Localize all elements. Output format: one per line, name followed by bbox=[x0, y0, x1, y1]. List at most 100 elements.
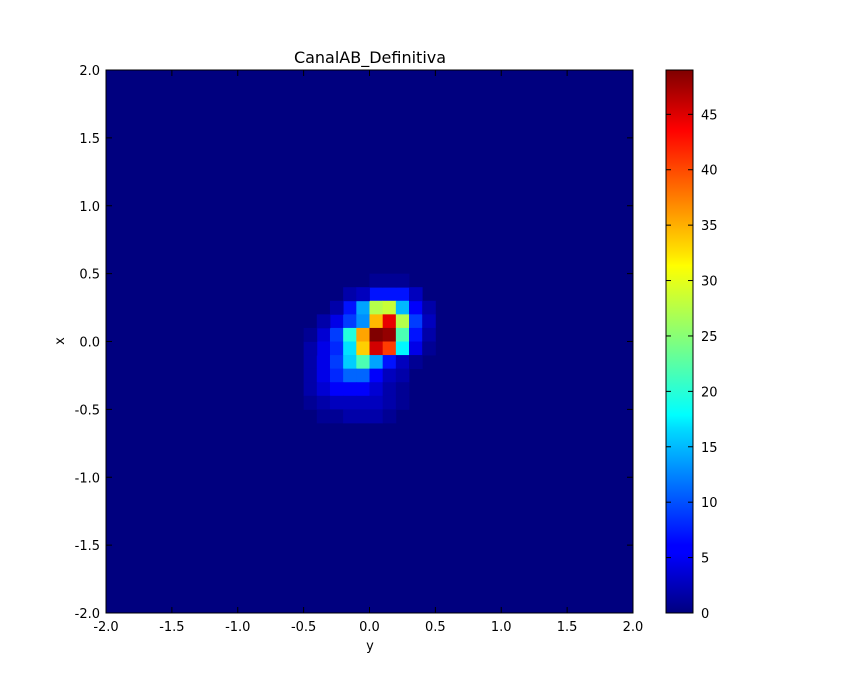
y-tick-label: 1.5 bbox=[79, 132, 100, 147]
colorbar-tick-label: 10 bbox=[701, 496, 718, 511]
x-axis-label: y bbox=[366, 639, 374, 654]
heatmap-cell bbox=[356, 287, 370, 302]
heatmap-cell bbox=[409, 287, 423, 302]
heatmap-cell bbox=[382, 409, 397, 424]
heatmap-cell bbox=[316, 409, 331, 424]
heatmap-cell bbox=[329, 355, 344, 370]
colorbar-ticks: 0 5 10 15 20 25 30 35 40 45 bbox=[666, 108, 718, 622]
heatmap-cell bbox=[356, 355, 370, 370]
heatmap-cell bbox=[316, 327, 331, 342]
heatmap-cell bbox=[343, 355, 357, 370]
heatmap-cell bbox=[343, 314, 357, 329]
x-tick-label: 1.0 bbox=[491, 620, 512, 635]
colorbar-tick-label: 15 bbox=[701, 441, 718, 456]
heatmap-cell bbox=[356, 382, 370, 397]
heatmap-cell bbox=[395, 355, 410, 370]
heatmap-cell bbox=[395, 287, 410, 302]
heatmap-cell bbox=[382, 382, 397, 397]
heatmap-cell bbox=[422, 341, 436, 356]
heatmap-cell bbox=[343, 409, 357, 424]
x-tick-label: 0.0 bbox=[359, 620, 380, 635]
colorbar-tick-label: 25 bbox=[701, 330, 718, 345]
x-tick-label: -2.0 bbox=[93, 620, 118, 635]
heatmap-cell bbox=[356, 395, 370, 410]
heatmap-cell bbox=[382, 355, 397, 370]
colorbar-tick-label: 40 bbox=[701, 164, 718, 179]
heatmap-cell bbox=[369, 409, 384, 424]
heatmap-cell bbox=[382, 300, 397, 315]
heatmap-cell bbox=[316, 395, 331, 410]
y-axis-ticks: -2.0 -1.5 -1.0 -0.5 0.0 0.5 1.0 1.5 2.0 bbox=[75, 64, 633, 622]
heatmap-cell bbox=[343, 287, 357, 302]
colorbar-tick-label: 5 bbox=[701, 552, 709, 567]
x-tick-label: -0.5 bbox=[291, 620, 316, 635]
y-tick-label: 0.0 bbox=[79, 336, 100, 351]
x-tick-label: -1.5 bbox=[159, 620, 184, 635]
heatmap-cell bbox=[316, 368, 331, 383]
y-tick-label: -1.0 bbox=[75, 471, 100, 486]
colorbar-tick-label: 30 bbox=[701, 275, 718, 290]
heatmap-cell bbox=[409, 300, 423, 315]
heatmap-cell bbox=[369, 355, 384, 370]
heatmap-cell bbox=[356, 300, 370, 315]
colorbar-tick-label: 0 bbox=[701, 607, 709, 622]
heatmap-cell bbox=[369, 382, 384, 397]
heatmap-cell bbox=[382, 273, 397, 288]
y-tick-label: -1.5 bbox=[75, 539, 100, 554]
x-tick-label: 1.5 bbox=[557, 620, 578, 635]
heatmap-cell bbox=[329, 327, 344, 342]
y-tick-label: 2.0 bbox=[79, 64, 100, 79]
heatmap-cell bbox=[395, 395, 410, 410]
heatmap-cell bbox=[343, 341, 357, 356]
heatmap-cell bbox=[395, 314, 410, 329]
x-tick-label: 2.0 bbox=[623, 620, 644, 635]
colorbar-gradient bbox=[665, 69, 694, 614]
colorbar-tick-label: 35 bbox=[701, 219, 718, 234]
heatmap-cell bbox=[369, 300, 384, 315]
heatmap-cell bbox=[369, 341, 384, 356]
heatmap-cell bbox=[409, 327, 423, 342]
heatmap-cell bbox=[343, 395, 357, 410]
heatmap-cell bbox=[356, 368, 370, 383]
heatmap-cell bbox=[343, 382, 357, 397]
heatmap-cell bbox=[356, 341, 370, 356]
heatmap-cell bbox=[395, 368, 410, 383]
heatmap-cell bbox=[329, 395, 344, 410]
heatmap-cell bbox=[382, 314, 397, 329]
plot-area: -2.0 -1.5 -1.0 -0.5 0.0 0.5 1.0 1.5 2.0 -2.0 -1.5… bbox=[75, 64, 644, 635]
heatmap-cell bbox=[303, 368, 318, 383]
heatmap-cell bbox=[409, 314, 423, 329]
colorbar: 0 5 10 15 20 25 30 35 40 45 bbox=[665, 69, 718, 622]
y-tick-label: -0.5 bbox=[75, 403, 100, 418]
heatmap-cell bbox=[382, 327, 397, 342]
y-tick-label: -2.0 bbox=[75, 607, 100, 622]
heatmap-cell bbox=[369, 395, 384, 410]
colorbar-tick-label: 45 bbox=[701, 108, 718, 123]
heatmap-cell bbox=[356, 314, 370, 329]
heatmap-cell bbox=[382, 395, 397, 410]
heatmap-cell bbox=[303, 395, 318, 410]
heatmap-cell bbox=[316, 341, 331, 356]
heatmap-cells bbox=[303, 273, 436, 424]
heatmap-cell bbox=[395, 382, 410, 397]
y-axis-label: x bbox=[53, 337, 68, 345]
colorbar-tick-label: 20 bbox=[701, 385, 718, 400]
heatmap-cell bbox=[329, 314, 344, 329]
heatmap-cell bbox=[356, 327, 370, 342]
heatmap-cell bbox=[303, 382, 318, 397]
y-tick-label: 1.0 bbox=[79, 200, 100, 215]
heatmap-cell bbox=[382, 341, 397, 356]
heatmap-cell bbox=[329, 368, 344, 383]
y-tick-label: 0.5 bbox=[79, 268, 100, 283]
heatmap-cell bbox=[395, 300, 410, 315]
heatmap-cell bbox=[369, 314, 384, 329]
heatmap-cell bbox=[382, 368, 397, 383]
heatmap-cell bbox=[369, 368, 384, 383]
heatmap-cell bbox=[316, 382, 331, 397]
heatmap-cell bbox=[343, 327, 357, 342]
heatmap-cell bbox=[422, 314, 436, 329]
heatmap-cell bbox=[303, 341, 318, 356]
heatmap-cell bbox=[409, 341, 423, 356]
x-tick-label: 0.5 bbox=[425, 620, 446, 635]
